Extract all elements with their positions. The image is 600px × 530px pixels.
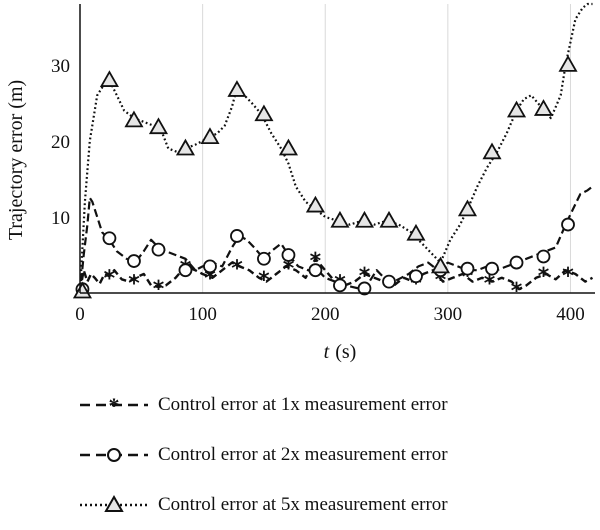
triangle-marker [278,138,299,156]
circle-marker [357,281,372,296]
x-axis-label: t (s) [324,341,357,363]
star-marker: * [562,264,574,289]
triangle-marker [506,100,527,118]
triangle-marker [482,142,502,160]
x-tick-label: 100 [188,304,217,325]
x-tick-label: 300 [434,304,463,325]
legend-label-2x: Control error at 2x measurement error [158,444,448,465]
x-tick-label: 200 [311,304,340,325]
series-layer: ******************* [72,2,594,304]
x-tick-label: 0 [75,304,85,325]
y-tick-label: 20 [51,132,70,153]
legend-swatch-1x: * [80,393,148,417]
star-marker: * [153,277,165,302]
series-line-1 [78,257,594,291]
legend-swatch-2x [80,448,148,462]
triangle-marker [558,55,578,72]
star-marker: * [484,272,496,297]
triangle-marker [72,281,93,299]
x-axis-label-unit: (s) [335,341,356,363]
circle-marker [308,263,323,278]
grid-lines [202,4,571,293]
y-axis-label: Trajectory error (m) [5,80,27,240]
triangle-marker [175,138,196,156]
triangle-marker [533,99,554,116]
circle-marker [102,231,117,246]
circle-marker [536,249,551,264]
triangle-marker [254,104,274,122]
y-tick-label: 30 [51,56,70,77]
star-marker: * [231,256,243,281]
legend-label-1x: Control error at 1x measurement error [158,394,448,415]
star-marker: * [511,279,523,304]
legend-item: Control error at 5x measurement error [78,480,588,530]
circle-marker [509,255,524,270]
triangle-marker [354,210,375,228]
triangle-marker [227,80,247,97]
legend-label-5x: Control error at 5x measurement error [158,494,448,515]
star-marker: * [128,272,140,297]
circle-marker [127,254,141,268]
legend-swatch-5x [80,494,148,512]
triangle-marker [99,70,119,87]
circle-marker [281,248,296,262]
x-tick-label: 400 [556,304,585,325]
star-marker: * [258,268,270,293]
triangle-marker [379,210,399,228]
triangle-marker [457,199,478,217]
circle-marker [230,229,244,243]
circle-marker [257,251,271,266]
tick-labels: 0 100 200 300 400 10 20 30 [51,56,585,325]
circle-marker [382,274,396,289]
svg-text:*: * [109,393,120,417]
triangle-marker [124,110,144,128]
x-axis-label-variable: t [324,341,330,363]
circle-marker [409,269,423,284]
star-marker: * [283,256,295,281]
axes [79,4,595,294]
y-tick-label: 10 [51,208,70,229]
triangle-marker [406,223,426,241]
legend-item: Control error at 2x measurement error [78,430,588,480]
triangle-marker [430,256,451,274]
triangle-marker [200,127,220,144]
trajectory-error-chart: ******************* 0100200300400102030 … [5,2,595,363]
triangle-marker [330,210,350,228]
star-marker: * [104,266,116,291]
circle-marker [561,217,575,232]
circle-marker [485,261,499,276]
triangle-marker [148,117,169,135]
circle-marker [203,259,217,274]
circle-marker [333,278,347,293]
legend: * Control error at 1x measurement error … [78,380,588,530]
circle-marker [460,261,475,276]
circle-marker [151,242,166,257]
star-marker: * [538,264,550,289]
triangle-marker [305,195,325,213]
circle-marker [178,263,193,278]
legend-item: * Control error at 1x measurement error [78,380,588,430]
